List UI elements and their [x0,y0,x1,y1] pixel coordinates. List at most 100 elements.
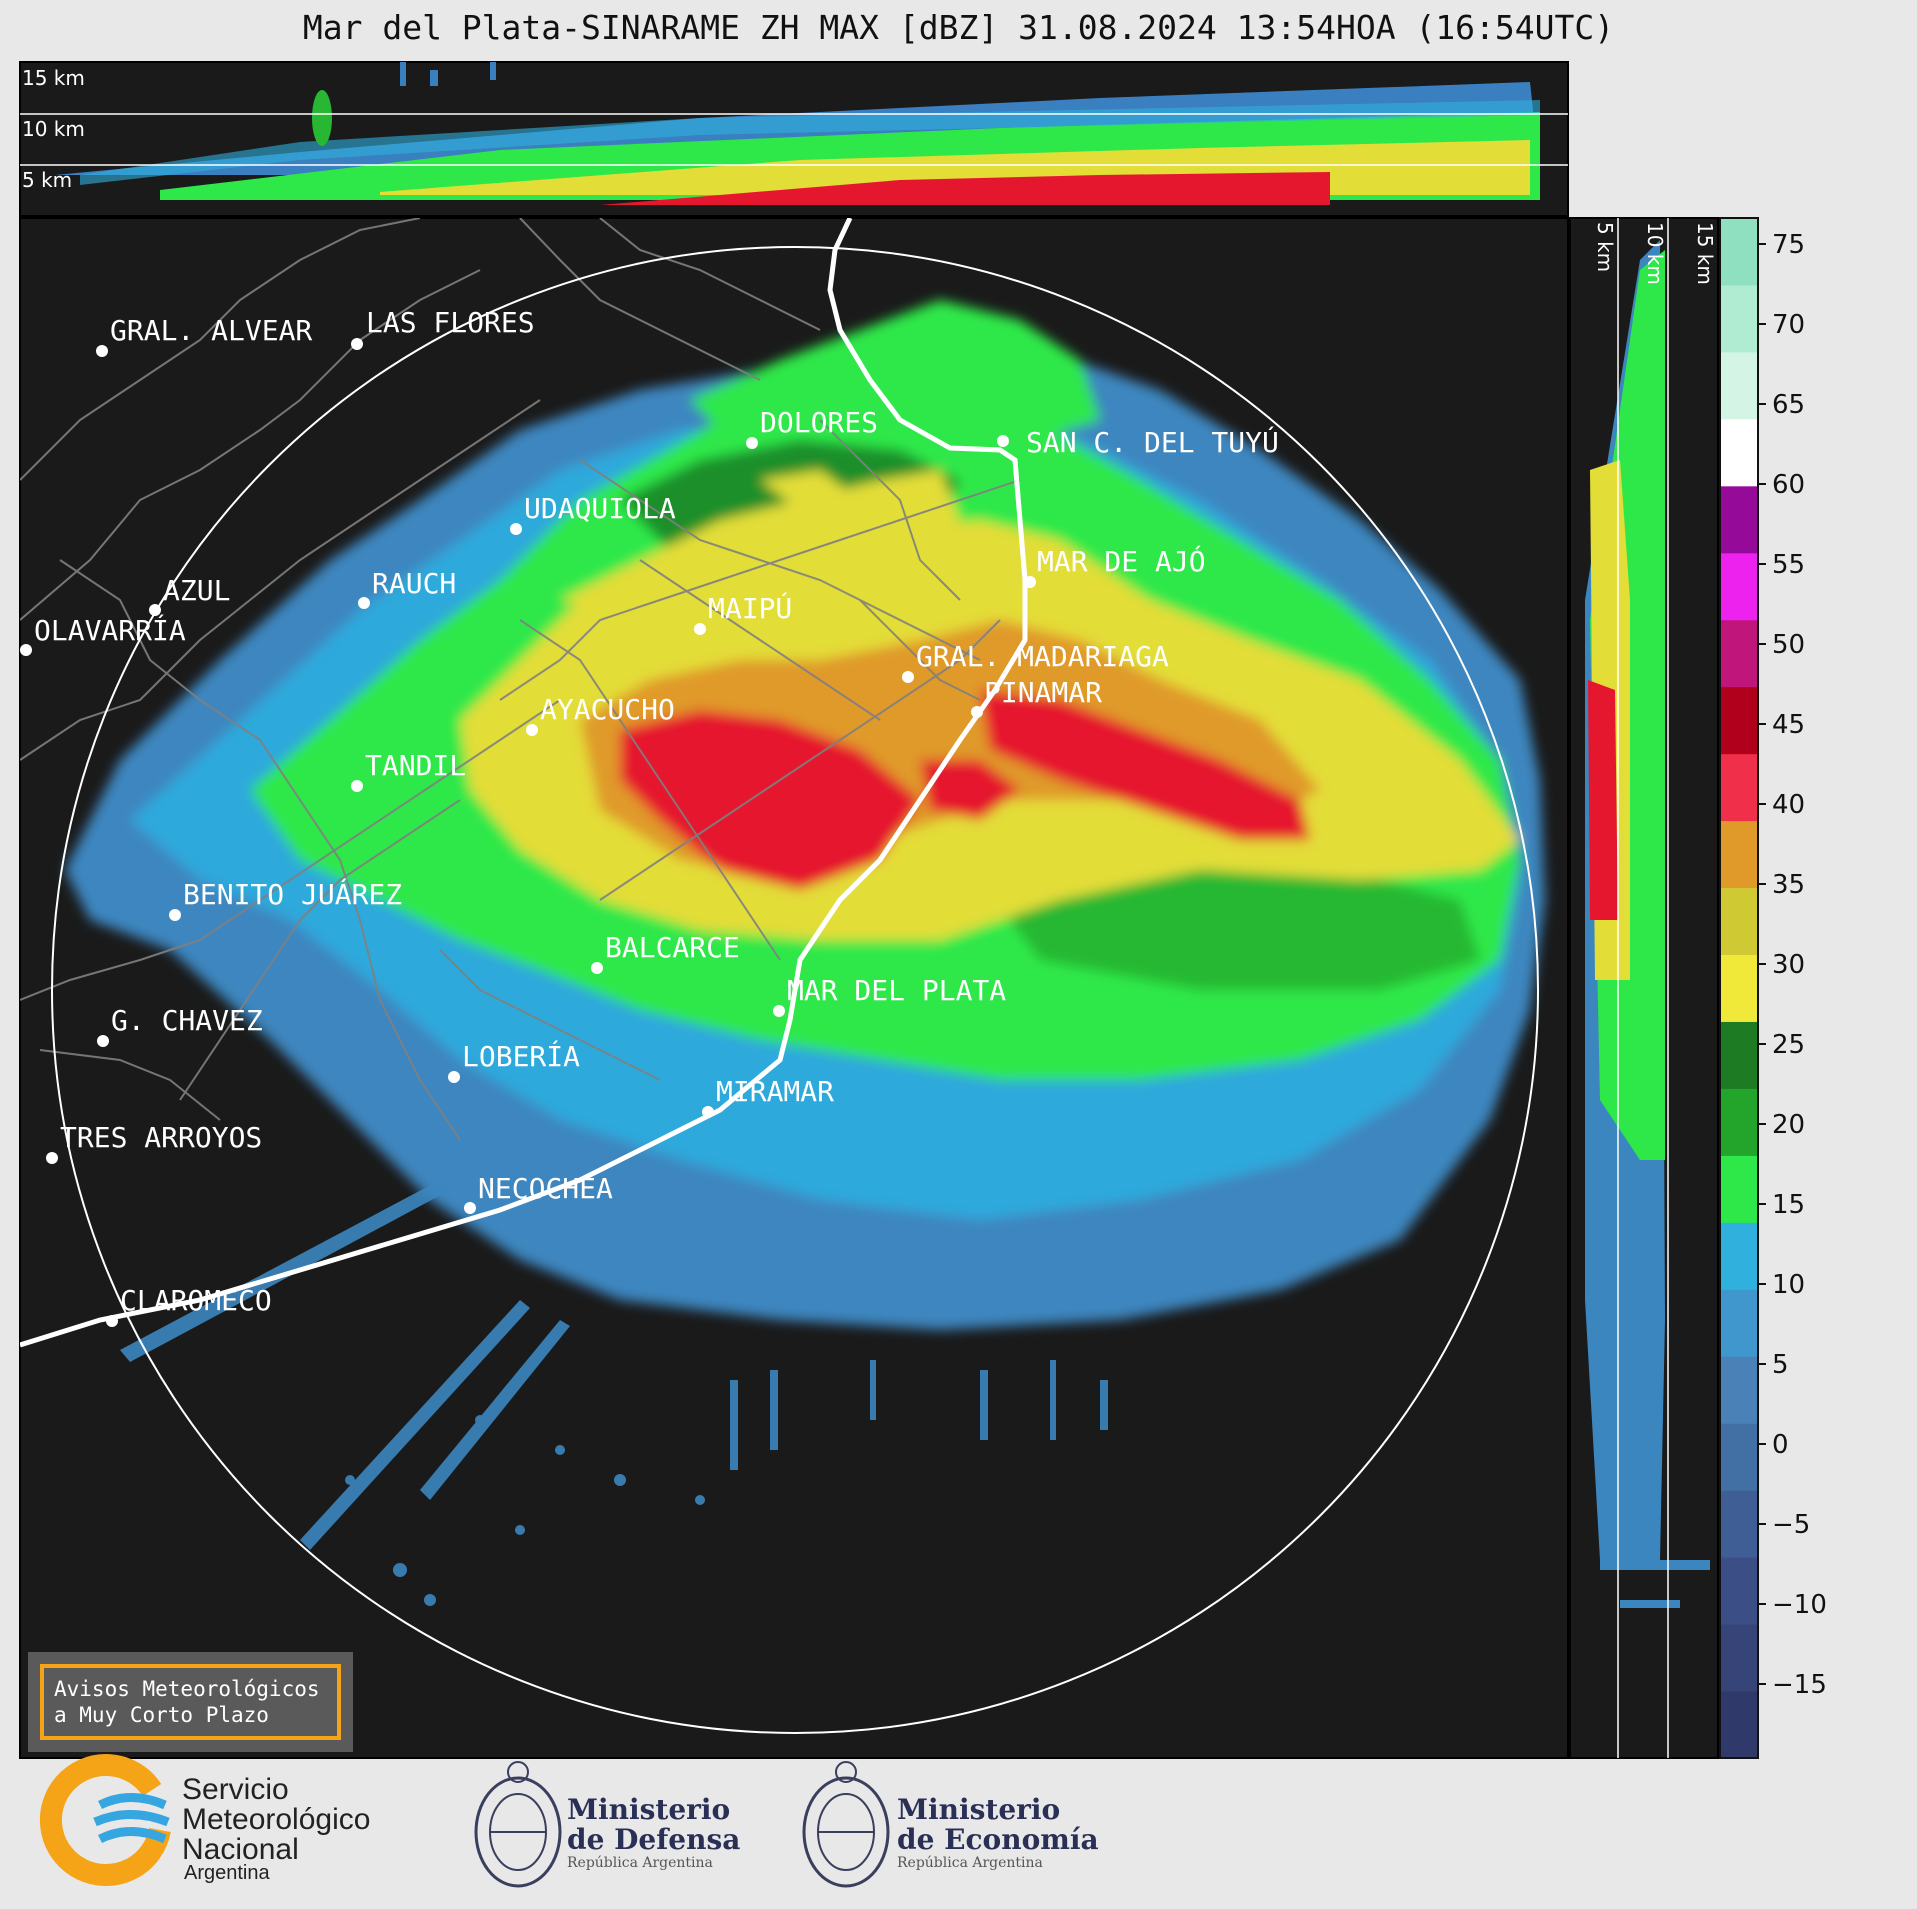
defensa-sub: República Argentina [567,1855,713,1871]
colorbar-tick-label: 75 [1772,230,1805,260]
colorbar-block [1720,1691,1758,1759]
colorbar-block [1720,552,1758,621]
side-km-label: 10 km [1643,222,1667,285]
colorbar-block [1720,753,1758,822]
defensa-line-1: Ministerio [567,1793,731,1826]
svg-text:CLAROMECO: CLAROMECO [120,1284,272,1317]
side-km-label: 5 km [1593,222,1617,272]
colorbar-block [1720,1490,1758,1558]
colorbar-block [1720,351,1758,420]
colorbar-block [1720,1423,1758,1491]
page-title: Mar del Plata-SINARAME ZH MAX [dBZ] 31.0… [302,8,1615,47]
colorbar-block [1720,1021,1758,1089]
svg-text:NECOCHEA: NECOCHEA [478,1172,613,1205]
city-labels: GRAL. ALVEAR LAS FLORES DOLORES SAN C. D… [20,306,1279,1327]
economia-line-1: Ministerio [897,1793,1061,1826]
colorbar-block [1720,218,1758,286]
colorbar-block [1720,1356,1758,1424]
side-km-label: 15 km [1693,222,1717,285]
colorbar-block [1720,485,1758,554]
svg-text:LOBERÍA: LOBERÍA [462,1039,580,1073]
city-san-clemente: SAN C. DEL TUYÚ [997,425,1279,459]
city-udaquiola: UDAQUIOLA [510,492,676,535]
smn-line-2: Meteorológico [182,1803,371,1836]
top-km-label: 15 km [22,66,85,90]
svg-text:BENITO JUÁREZ: BENITO JUÁREZ [183,877,402,911]
svg-text:BALCARCE: BALCARCE [605,931,740,964]
svg-text:AZUL: AZUL [163,574,230,607]
city-maipu: MAIPÚ [694,591,792,635]
colorbar-tick-label: 55 [1772,550,1805,580]
colorbar-block [1720,954,1758,1022]
defensa-coat-of-arms [474,1761,562,1888]
avisos-line-2: a Muy Corto Plazo [54,1703,269,1727]
svg-text:TANDIL: TANDIL [365,749,466,782]
avisos-box[interactable]: Avisos Meteorológicos a Muy Corto Plazo [28,1652,353,1752]
colorbar-tick-label: 70 [1772,310,1805,340]
city-olavarria: OLAVARRÍA [20,613,186,656]
colorbar-tick-label: 65 [1772,390,1805,420]
economia-sub: República Argentina [897,1855,1043,1871]
smn-country: Argentina [184,1862,270,1884]
svg-text:MAR DEL PLATA: MAR DEL PLATA [787,974,1006,1007]
top-cross-section-panel: 15 km 10 km 5 km [19,61,1569,217]
colorbar-tick-label: −10 [1772,1590,1827,1620]
svg-text:DOLORES: DOLORES [760,406,878,439]
colorbar-block [1720,418,1758,487]
svg-text:MIRAMAR: MIRAMAR [716,1075,834,1108]
top-km-label: 5 km [22,168,72,192]
city-g-chavez: G. CHAVEZ [97,1004,263,1047]
smn-line-1: Servicio [182,1773,289,1806]
colorbar-tick-label: 0 [1772,1430,1789,1460]
svg-text:LAS FLORES: LAS FLORES [366,306,535,339]
svg-text:TRES ARROYOS: TRES ARROYOS [60,1121,262,1154]
reflectivity-echoes [65,300,1545,1606]
colorbar-tick-label: 15 [1772,1190,1805,1220]
colorbar-tick-label: −15 [1772,1670,1827,1700]
city-claromeco: CLAROMECO [106,1284,272,1327]
economia-logo-text: Ministerio de Economía República Argenti… [897,1793,1099,1872]
svg-text:RAUCH: RAUCH [372,567,456,600]
svg-text:UDAQUIOLA: UDAQUIOLA [524,492,676,525]
colorbar-tick-label: 5 [1772,1350,1789,1380]
defensa-line-2: de Defensa [567,1823,741,1856]
colorbar-tick-label: 60 [1772,470,1805,500]
administrative-boundaries [20,218,1021,1141]
economia-coat-of-arms [802,1761,890,1888]
city-las-flores: LAS FLORES [351,306,535,350]
colorbar-tick-label: 30 [1772,950,1805,980]
svg-text:OLAVARRÍA: OLAVARRÍA [34,613,186,647]
colorbar-tick-label: 25 [1772,1030,1805,1060]
colorbar-tick-label: 45 [1772,710,1805,740]
colorbar-block [1720,1289,1758,1357]
economia-line-2: de Economía [897,1823,1099,1856]
city-mar-de-ajo: MAR DE AJÓ [1024,544,1206,588]
city-ayacucho: AYACUCHO [526,693,675,736]
city-rauch: RAUCH [358,567,456,609]
top-km-label: 10 km [22,117,85,141]
smn-line-3: Nacional [182,1833,299,1866]
side-cross-section-panel: 5 km 10 km 15 km [1569,217,1719,1759]
svg-text:AYACUCHO: AYACUCHO [540,693,675,726]
svg-text:GRAL. ALVEAR: GRAL. ALVEAR [110,314,312,347]
colorbar-block [1720,820,1758,889]
city-azul: AZUL [149,574,230,616]
city-loberia: LOBERÍA [448,1039,580,1083]
svg-text:PINAMAR: PINAMAR [984,676,1102,709]
colorbar-blocks [1720,218,1758,1759]
coastline [20,218,1028,1348]
city-gral-alvear: GRAL. ALVEAR [96,314,312,357]
city-tandil: TANDIL [351,749,466,792]
svg-text:SAN C. DEL TUYÚ: SAN C. DEL TUYÚ [1026,425,1279,459]
colorbar-tick-label: 10 [1772,1270,1805,1300]
colorbar-block [1720,887,1758,956]
colorbar-block [1720,1557,1758,1625]
defensa-logo-text: Ministerio de Defensa República Argentin… [567,1793,741,1872]
colorbar-tick-label: 40 [1772,790,1805,820]
city-benito-juarez: BENITO JUÁREZ [169,877,402,921]
colorbar-block [1720,1222,1758,1290]
avisos-box-frame: Avisos Meteorológicos a Muy Corto Plazo [40,1664,341,1740]
